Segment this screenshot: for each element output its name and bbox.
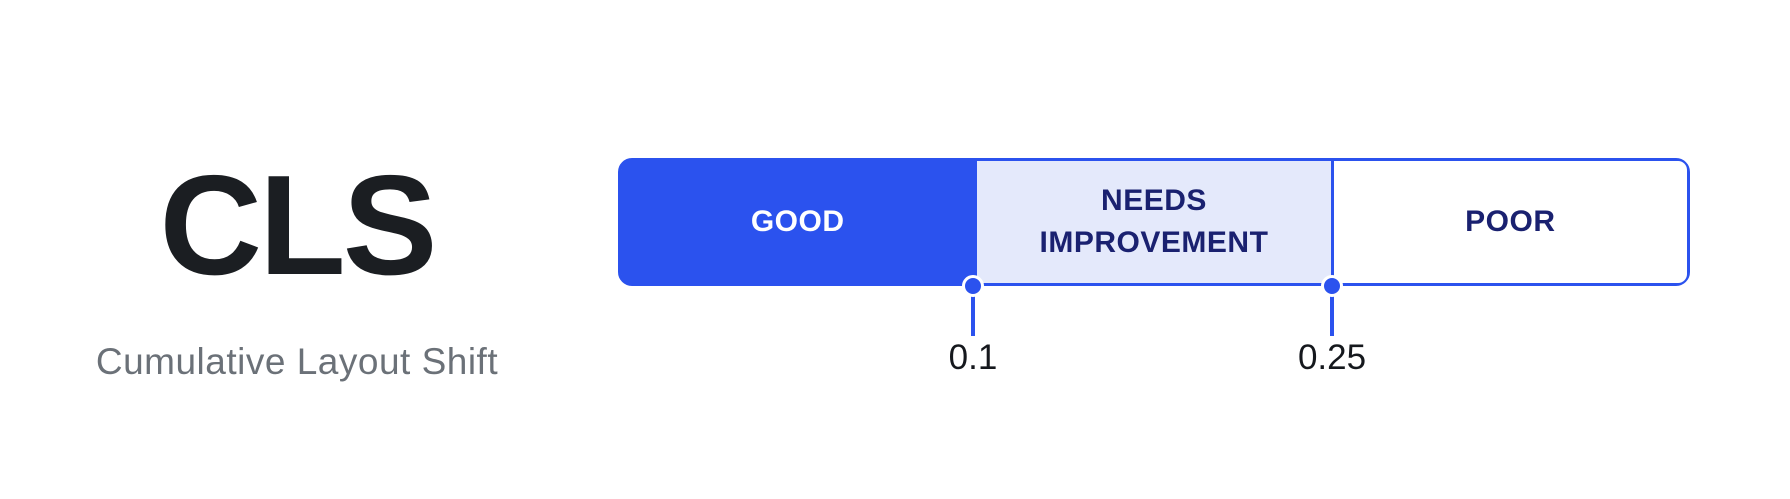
scale-segment-good: GOOD — [621, 161, 975, 283]
scale-segment-needs-improvement: NEEDS IMPROVEMENT — [974, 161, 1334, 283]
threshold-label-0-1: 0.1 — [948, 338, 998, 377]
segment-label-good: GOOD — [750, 205, 845, 238]
threshold-scale-bar: GOOD NEEDS IMPROVEMENT POOR — [618, 158, 1690, 286]
metric-title-block: CLS Cumulative Layout Shift — [87, 155, 507, 383]
threshold-line-icon — [971, 283, 975, 336]
metric-acronym: CLS — [159, 146, 438, 305]
threshold-dot-icon — [962, 275, 984, 297]
segment-label-needs-improvement: NEEDS IMPROVEMENT — [1039, 184, 1269, 259]
threshold-dot-icon — [1321, 275, 1343, 297]
metric-name: Cumulative Layout Shift — [95, 341, 499, 382]
segment-label-poor: POOR — [1465, 205, 1556, 238]
scale-segment-poor: POOR — [1333, 161, 1687, 283]
threshold-line-icon — [1330, 283, 1334, 336]
threshold-label-0-25: 0.25 — [1297, 338, 1367, 377]
